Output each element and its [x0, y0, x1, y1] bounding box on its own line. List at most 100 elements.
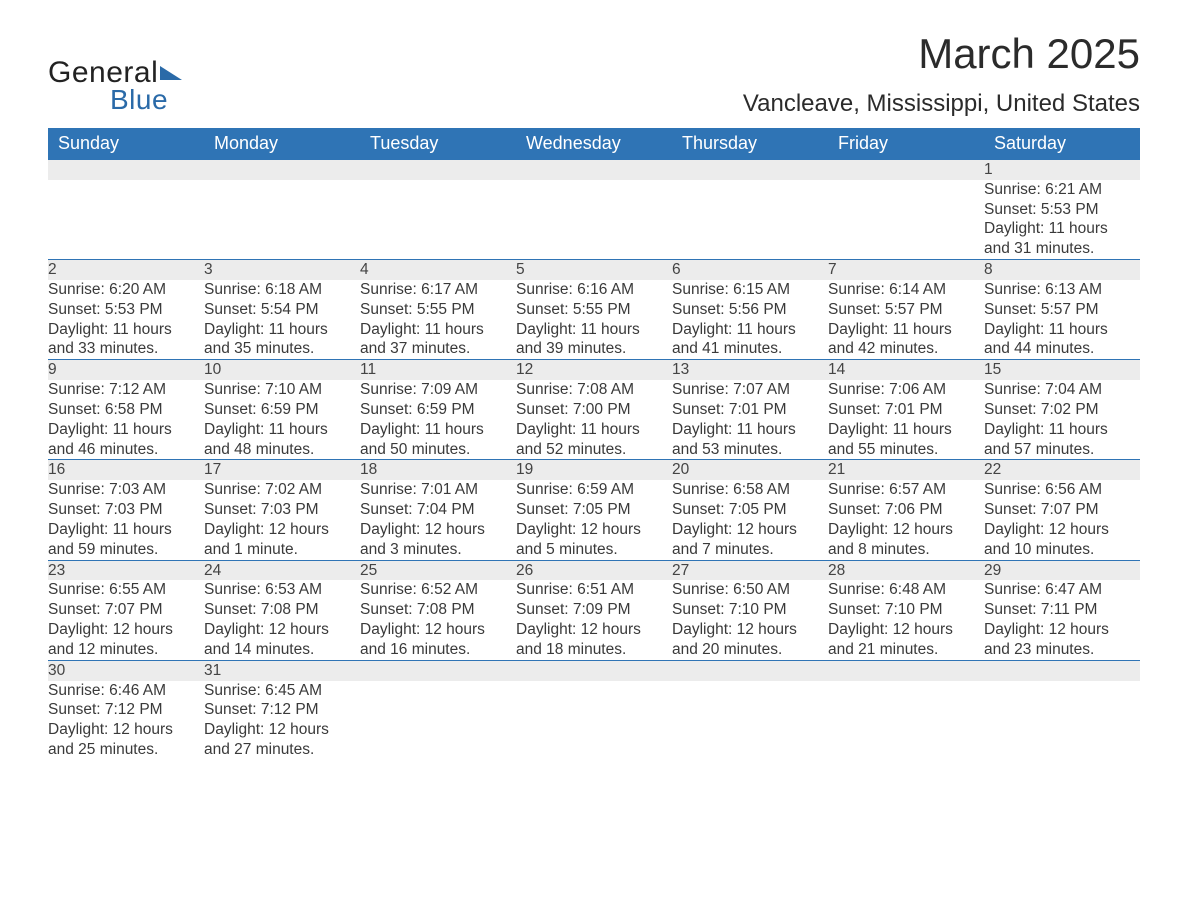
calendar-day-number: 14 — [828, 360, 984, 380]
calendar-day-line: Sunrise: 7:02 AM — [204, 480, 360, 500]
calendar-day-line: and 52 minutes. — [516, 440, 672, 460]
calendar-day-line: Sunrise: 6:17 AM — [360, 280, 516, 300]
calendar-day-number — [672, 660, 828, 680]
calendar-day-detail — [360, 180, 516, 260]
calendar-day-detail: Sunrise: 6:59 AMSunset: 7:05 PMDaylight:… — [516, 480, 672, 560]
calendar-day-line: and 10 minutes. — [984, 540, 1140, 560]
calendar-day-line: Sunset: 5:57 PM — [828, 300, 984, 320]
calendar-header-cell: Tuesday — [360, 128, 516, 160]
calendar-day-line: and 3 minutes. — [360, 540, 516, 560]
calendar-day-detail: Sunrise: 6:14 AMSunset: 5:57 PMDaylight:… — [828, 280, 984, 360]
calendar-day-line: Sunset: 7:05 PM — [672, 500, 828, 520]
calendar-day-number: 22 — [984, 460, 1140, 480]
calendar-day-detail: Sunrise: 6:46 AMSunset: 7:12 PMDaylight:… — [48, 681, 204, 760]
calendar-day-line: and 27 minutes. — [204, 740, 360, 760]
calendar-day-number: 10 — [204, 360, 360, 380]
calendar-day-number — [204, 160, 360, 180]
calendar-day-number: 28 — [828, 560, 984, 580]
calendar-day-line: and 35 minutes. — [204, 339, 360, 359]
calendar-day-line: and 12 minutes. — [48, 640, 204, 660]
calendar-day-line: and 31 minutes. — [984, 239, 1140, 259]
calendar-day-detail: Sunrise: 6:47 AMSunset: 7:11 PMDaylight:… — [984, 580, 1140, 660]
calendar-day-line: Sunrise: 6:53 AM — [204, 580, 360, 600]
calendar-day-detail: Sunrise: 7:01 AMSunset: 7:04 PMDaylight:… — [360, 480, 516, 560]
calendar-day-detail: Sunrise: 7:07 AMSunset: 7:01 PMDaylight:… — [672, 380, 828, 460]
calendar-day-number — [516, 160, 672, 180]
calendar-day-number — [360, 160, 516, 180]
title-month: March 2025 — [743, 30, 1140, 78]
calendar-day-line: Sunset: 5:55 PM — [516, 300, 672, 320]
calendar-day-line: Daylight: 12 hours — [360, 620, 516, 640]
calendar-day-line: and 20 minutes. — [672, 640, 828, 660]
calendar-day-line: Sunset: 7:07 PM — [48, 600, 204, 620]
calendar-day-line: and 14 minutes. — [204, 640, 360, 660]
calendar-header-cell: Sunday — [48, 128, 204, 160]
calendar-day-line: and 8 minutes. — [828, 540, 984, 560]
calendar-day-number: 19 — [516, 460, 672, 480]
calendar-day-line: Sunset: 5:53 PM — [984, 200, 1140, 220]
calendar-day-line: Sunrise: 6:15 AM — [672, 280, 828, 300]
calendar-day-line: Daylight: 11 hours — [516, 320, 672, 340]
calendar-day-number — [360, 660, 516, 680]
calendar-day-line: and 37 minutes. — [360, 339, 516, 359]
calendar-day-line: and 44 minutes. — [984, 339, 1140, 359]
calendar-day-line: Daylight: 11 hours — [672, 320, 828, 340]
calendar-day-detail — [360, 681, 516, 760]
calendar-day-number: 24 — [204, 560, 360, 580]
calendar-day-line: and 21 minutes. — [828, 640, 984, 660]
calendar-day-line: Sunrise: 6:50 AM — [672, 580, 828, 600]
calendar-day-detail: Sunrise: 6:55 AMSunset: 7:07 PMDaylight:… — [48, 580, 204, 660]
calendar-day-line: Daylight: 11 hours — [828, 420, 984, 440]
calendar-day-line: Daylight: 12 hours — [204, 720, 360, 740]
calendar-day-line: Daylight: 11 hours — [204, 420, 360, 440]
calendar-day-detail: Sunrise: 6:16 AMSunset: 5:55 PMDaylight:… — [516, 280, 672, 360]
calendar-day-line: Sunrise: 6:59 AM — [516, 480, 672, 500]
calendar-header-cell: Thursday — [672, 128, 828, 160]
calendar-day-detail: Sunrise: 7:12 AMSunset: 6:58 PMDaylight:… — [48, 380, 204, 460]
calendar-daynum-row: 23242526272829 — [48, 560, 1140, 580]
calendar-day-line: Sunrise: 6:58 AM — [672, 480, 828, 500]
calendar-day-line: and 57 minutes. — [984, 440, 1140, 460]
calendar-day-line: Sunrise: 6:21 AM — [984, 180, 1140, 200]
calendar-day-line: Daylight: 11 hours — [828, 320, 984, 340]
calendar-day-line: Sunrise: 6:46 AM — [48, 681, 204, 701]
calendar-day-number: 9 — [48, 360, 204, 380]
calendar-header-cell: Friday — [828, 128, 984, 160]
calendar-day-number: 8 — [984, 260, 1140, 280]
calendar-day-line: Daylight: 12 hours — [984, 620, 1140, 640]
calendar-day-line: Daylight: 11 hours — [516, 420, 672, 440]
calendar-day-line: Sunrise: 7:03 AM — [48, 480, 204, 500]
calendar-detail-row: Sunrise: 7:12 AMSunset: 6:58 PMDaylight:… — [48, 380, 1140, 460]
calendar-day-line: and 18 minutes. — [516, 640, 672, 660]
title-block: March 2025 Vancleave, Mississippi, Unite… — [743, 30, 1140, 118]
calendar-daynum-row: 3031 — [48, 660, 1140, 680]
calendar-day-line: Daylight: 12 hours — [672, 520, 828, 540]
calendar-day-line: and 59 minutes. — [48, 540, 204, 560]
calendar-day-detail — [984, 681, 1140, 760]
calendar-day-line: Sunset: 6:59 PM — [204, 400, 360, 420]
calendar-day-line: Daylight: 11 hours — [984, 320, 1140, 340]
calendar-day-number: 31 — [204, 660, 360, 680]
title-location: Vancleave, Mississippi, United States — [743, 90, 1140, 118]
calendar-daynum-row: 9101112131415 — [48, 360, 1140, 380]
calendar-day-line: Sunset: 7:10 PM — [828, 600, 984, 620]
calendar-detail-row: Sunrise: 6:46 AMSunset: 7:12 PMDaylight:… — [48, 681, 1140, 760]
calendar-daynum-row: 1 — [48, 160, 1140, 180]
calendar-day-line: Daylight: 12 hours — [204, 620, 360, 640]
calendar-day-line: and 39 minutes. — [516, 339, 672, 359]
calendar-day-detail: Sunrise: 6:52 AMSunset: 7:08 PMDaylight:… — [360, 580, 516, 660]
calendar-day-number: 17 — [204, 460, 360, 480]
calendar-day-detail: Sunrise: 6:58 AMSunset: 7:05 PMDaylight:… — [672, 480, 828, 560]
calendar-day-line: Sunrise: 7:12 AM — [48, 380, 204, 400]
calendar-day-line: Sunset: 7:00 PM — [516, 400, 672, 420]
calendar-header-cell: Monday — [204, 128, 360, 160]
calendar-day-line: Sunset: 7:12 PM — [204, 700, 360, 720]
calendar-day-line: and 25 minutes. — [48, 740, 204, 760]
calendar-day-line: Sunset: 7:01 PM — [828, 400, 984, 420]
calendar-table: SundayMondayTuesdayWednesdayThursdayFrid… — [48, 128, 1140, 760]
calendar-day-line: Sunrise: 6:13 AM — [984, 280, 1140, 300]
calendar-day-line: and 50 minutes. — [360, 440, 516, 460]
calendar-day-line: Daylight: 12 hours — [516, 520, 672, 540]
calendar-day-line: Sunrise: 6:20 AM — [48, 280, 204, 300]
calendar-day-line: and 55 minutes. — [828, 440, 984, 460]
